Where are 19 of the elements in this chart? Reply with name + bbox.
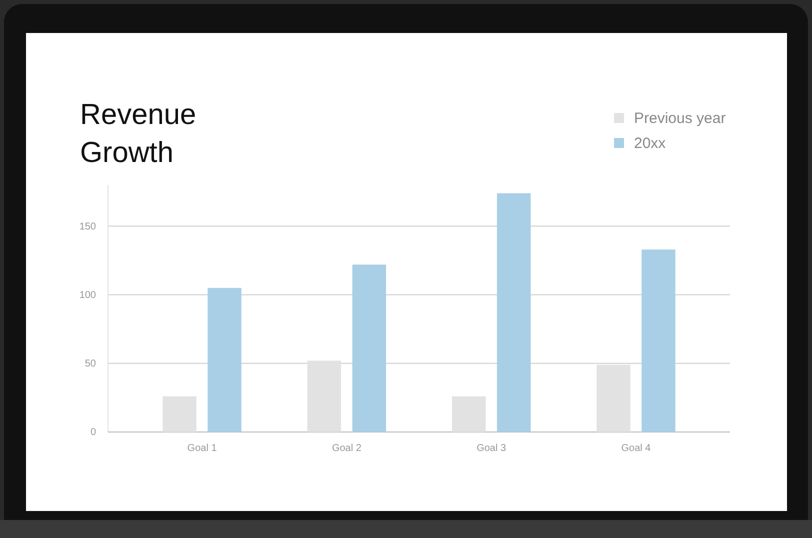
bar (452, 396, 486, 432)
bar (496, 193, 531, 432)
bar (208, 288, 242, 432)
legend-label: 20xx (634, 135, 666, 152)
y-tick-label: 0 (90, 427, 96, 438)
x-tick-label: Goal 2 (332, 443, 362, 454)
y-tick-label: 150 (79, 221, 96, 232)
bar (307, 360, 342, 432)
x-tick-label: Goal 3 (476, 443, 506, 454)
bar (162, 396, 196, 432)
legend-label: Previous year (634, 110, 726, 127)
chart-title: Revenue Growth (80, 99, 196, 169)
bar (596, 364, 630, 432)
bar (352, 264, 386, 432)
x-tick-label: Goal 1 (187, 443, 218, 454)
bar (642, 249, 676, 432)
x-tick-label: Goal 4 (621, 443, 652, 454)
y-tick-label: 50 (84, 358, 96, 370)
y-tick-label: 100 (79, 290, 96, 301)
